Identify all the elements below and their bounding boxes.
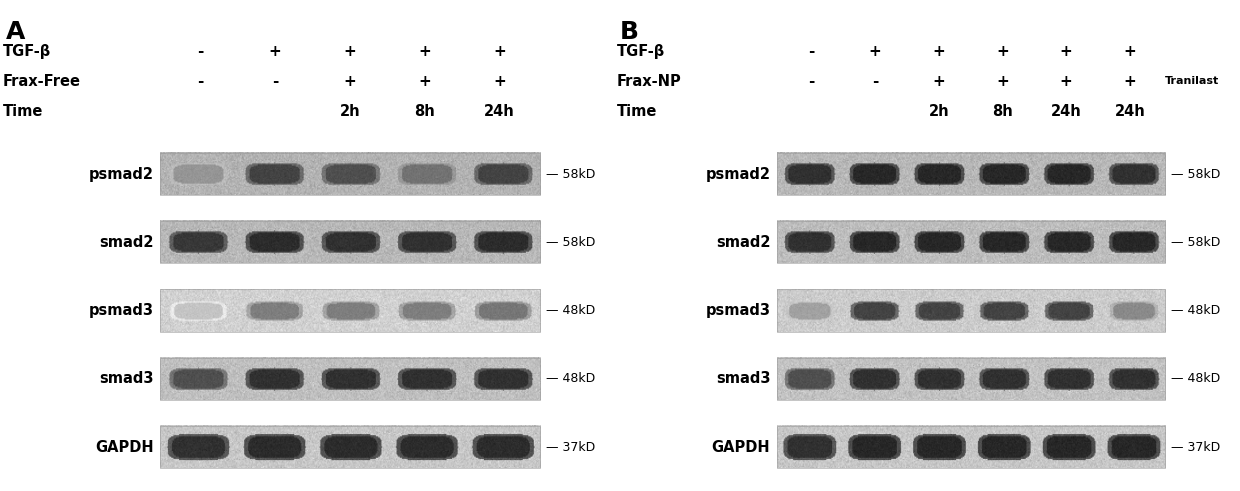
Text: +: + xyxy=(269,44,281,59)
Text: 8h: 8h xyxy=(414,105,435,119)
Text: -: - xyxy=(872,74,878,88)
Text: +: + xyxy=(418,74,432,88)
Text: Frax-NP: Frax-NP xyxy=(618,74,682,88)
Text: psmad3: psmad3 xyxy=(706,303,770,318)
Text: +: + xyxy=(418,44,432,59)
Text: — 48kD: — 48kD xyxy=(547,372,595,385)
Text: +: + xyxy=(494,44,506,59)
Text: +: + xyxy=(869,44,882,59)
Text: TGF-β: TGF-β xyxy=(618,44,665,59)
Text: A: A xyxy=(6,20,26,44)
Text: +: + xyxy=(343,74,356,88)
Text: B: B xyxy=(620,20,639,44)
Text: — 48kD: — 48kD xyxy=(1171,372,1220,385)
Text: +: + xyxy=(996,74,1009,88)
Text: 2h: 2h xyxy=(929,105,949,119)
Text: -: - xyxy=(272,74,278,88)
Text: — 58kD: — 58kD xyxy=(1171,236,1220,249)
Text: psmad3: psmad3 xyxy=(88,303,154,318)
Text: -: - xyxy=(197,74,203,88)
Text: +: + xyxy=(932,44,945,59)
Text: — 58kD: — 58kD xyxy=(547,167,595,181)
Text: 24h: 24h xyxy=(1050,105,1081,119)
Text: — 37kD: — 37kD xyxy=(547,440,595,454)
Text: smad3: smad3 xyxy=(715,371,770,386)
Text: +: + xyxy=(1060,44,1073,59)
Text: +: + xyxy=(932,74,945,88)
Text: -: - xyxy=(808,74,815,88)
Text: psmad2: psmad2 xyxy=(88,166,154,182)
Text: Time: Time xyxy=(2,105,43,119)
Text: +: + xyxy=(996,44,1009,59)
Text: GAPDH: GAPDH xyxy=(712,439,770,455)
Text: GAPDH: GAPDH xyxy=(94,439,154,455)
Text: 24h: 24h xyxy=(485,105,515,119)
Text: 2h: 2h xyxy=(340,105,360,119)
Text: smad2: smad2 xyxy=(99,235,154,250)
Text: -: - xyxy=(197,44,203,59)
Text: psmad2: psmad2 xyxy=(706,166,770,182)
Text: 8h: 8h xyxy=(992,105,1013,119)
Text: — 48kD: — 48kD xyxy=(547,304,595,317)
Text: +: + xyxy=(343,44,356,59)
Text: — 58kD: — 58kD xyxy=(1171,167,1220,181)
Text: — 48kD: — 48kD xyxy=(1171,304,1220,317)
Text: smad2: smad2 xyxy=(715,235,770,250)
Text: Time: Time xyxy=(618,105,657,119)
Text: +: + xyxy=(1060,74,1073,88)
Text: smad3: smad3 xyxy=(99,371,154,386)
Text: -: - xyxy=(808,44,815,59)
Text: Frax-Free: Frax-Free xyxy=(2,74,81,88)
Text: +: + xyxy=(1123,44,1136,59)
Text: TGF-β: TGF-β xyxy=(2,44,51,59)
Text: 24h: 24h xyxy=(1115,105,1146,119)
Text: +: + xyxy=(1123,74,1136,88)
Text: — 58kD: — 58kD xyxy=(547,236,595,249)
Text: Tranilast: Tranilast xyxy=(1164,76,1219,86)
Text: +: + xyxy=(494,74,506,88)
Text: — 37kD: — 37kD xyxy=(1171,440,1220,454)
